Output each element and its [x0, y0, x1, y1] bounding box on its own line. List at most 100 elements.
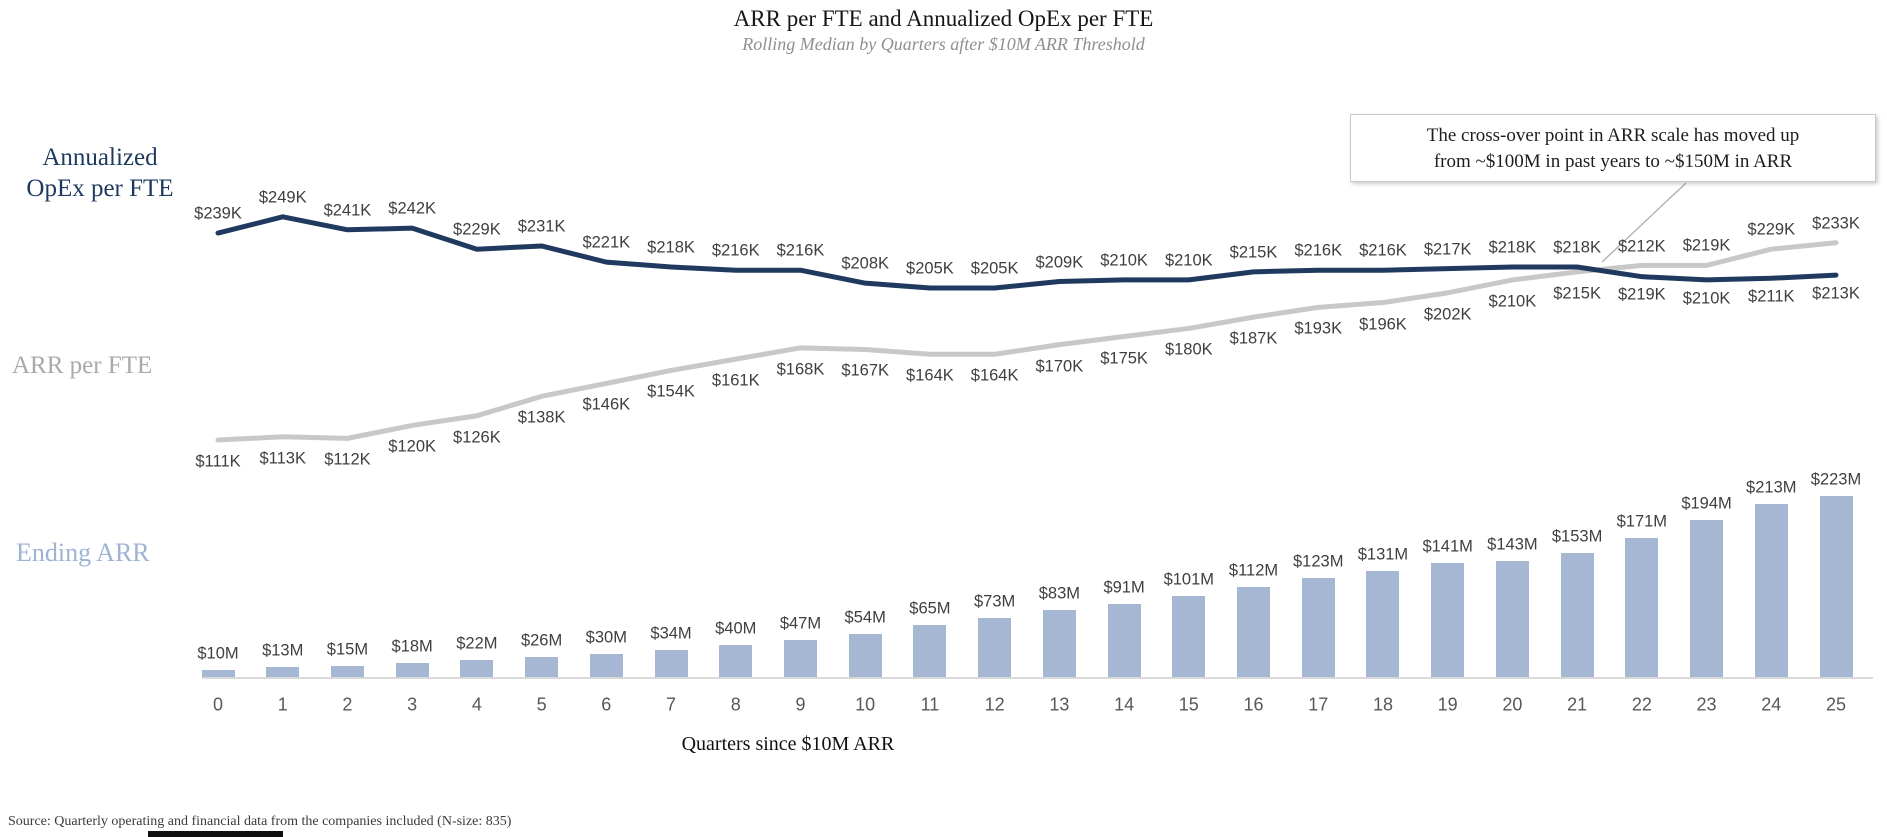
ending-arr-bar	[266, 667, 300, 678]
x-tick-label: 23	[1696, 694, 1717, 715]
opex-data-label: $209K	[1035, 253, 1084, 272]
x-tick-label: 1	[277, 694, 288, 715]
opex-data-label: $242K	[388, 199, 437, 218]
arr-data-label: $229K	[1747, 220, 1796, 239]
ending-arr-bar	[589, 653, 623, 678]
bar-data-label: $54M	[844, 608, 886, 627]
ending-arr-bar	[1301, 577, 1335, 678]
x-tick-label: 5	[536, 694, 547, 715]
chart-subtitle: Rolling Median by Quarters after $10M AR…	[742, 34, 1145, 54]
ending-arr-bar	[1754, 504, 1788, 678]
arr-data-label: $219K	[1682, 236, 1731, 255]
arr-data-label: $196K	[1359, 315, 1407, 334]
ending-arr-bar	[913, 624, 947, 678]
x-axis-title: Quarters since $10M ARR	[681, 733, 895, 755]
arr-data-label: $170K	[1035, 357, 1084, 376]
arr-data-label: $154K	[647, 382, 695, 401]
arr-data-label: $120K	[388, 437, 437, 456]
arr-data-label: $193K	[1294, 319, 1343, 338]
ending-arr-bar	[848, 633, 882, 678]
ending-arr-bar	[1690, 519, 1724, 678]
opex-data-label: $249K	[258, 188, 307, 207]
arr-data-label: $167K	[841, 361, 890, 380]
bar-data-label: $40M	[715, 619, 757, 638]
opex-data-label: $239K	[194, 204, 242, 223]
source-note: Source: Quarterly operating and financia…	[8, 814, 512, 829]
ending-arr-bar	[1237, 586, 1271, 678]
arr-data-label: $164K	[970, 366, 1019, 385]
bar-data-label: $213M	[1746, 478, 1797, 497]
series-label-ending-arr: Ending ARR	[16, 538, 150, 567]
opex-data-label: $205K	[970, 259, 1019, 278]
ending-arr-bar	[395, 663, 429, 678]
arr-data-label: $233K	[1812, 214, 1860, 233]
arr-data-label: $138K	[517, 408, 566, 427]
x-tick-label: 9	[795, 694, 806, 715]
x-tick-label: 25	[1825, 694, 1847, 715]
x-tick-label: 4	[471, 694, 482, 715]
bar-data-label: $47M	[779, 614, 822, 633]
arr-data-label: $164K	[906, 366, 954, 385]
opex-data-label: $218K	[1553, 238, 1601, 257]
opex-data-label: $216K	[1359, 241, 1407, 260]
ending-arr-bar	[1366, 571, 1400, 678]
ending-arr-bar	[525, 656, 559, 678]
annotation-text-line1: The cross-over point in ARR scale has mo…	[1426, 125, 1800, 146]
bar-data-label: $171M	[1616, 512, 1668, 531]
x-tick-label: 20	[1502, 694, 1523, 715]
bottom-edge-artifact	[148, 831, 283, 837]
x-tick-label: 10	[855, 694, 876, 715]
arr-data-label: $112K	[324, 450, 371, 469]
x-tick-label: 17	[1308, 694, 1329, 715]
bar-data-label: $65M	[909, 599, 951, 618]
annotation-leader-line	[1601, 182, 1687, 263]
arr-data-label: $113K	[259, 449, 306, 468]
bar-data-label: $91M	[1103, 578, 1145, 597]
bar-data-label: $112M	[1228, 561, 1279, 580]
opex-data-label: $216K	[1294, 241, 1343, 260]
opex-data-label: $205K	[906, 259, 954, 278]
bar-data-label: $18M	[391, 637, 433, 656]
opex-data-label: $229K	[453, 220, 501, 239]
opex-data-label: $210K	[1164, 251, 1213, 270]
arr-data-label: $210K	[1488, 292, 1537, 311]
arr-data-label: $161K	[711, 371, 760, 390]
ending-arr-bar	[1560, 553, 1594, 678]
opex-per-fte-line	[215, 214, 1839, 291]
x-axis-line	[203, 677, 1873, 679]
arr-per-fte-line	[215, 240, 1839, 443]
opex-data-label: $208K	[841, 254, 890, 273]
arr-data-label: $126K	[453, 428, 501, 447]
opex-data-label: $218K	[647, 238, 695, 257]
x-tick-label: 24	[1761, 694, 1782, 715]
bar-data-label: $73M	[973, 592, 1016, 611]
opex-data-label: $231K	[517, 217, 566, 236]
ending-arr-bar	[783, 639, 817, 678]
bar-data-label: $143M	[1487, 535, 1538, 554]
x-tick-label: 3	[407, 694, 418, 715]
opex-data-label: $210K	[1682, 289, 1731, 308]
arr-data-label: $180K	[1164, 340, 1213, 359]
annotation-callout: The cross-over point in ARR scale has mo…	[1350, 114, 1876, 182]
x-tick-label: 16	[1243, 694, 1264, 715]
ending-arr-bar	[719, 645, 753, 678]
x-tick-label: 0	[212, 694, 224, 715]
arr-data-label: $111K	[195, 452, 241, 471]
arr-data-label: $146K	[582, 395, 631, 414]
bar-data-label: $101M	[1163, 570, 1215, 589]
opex-data-label: $221K	[582, 233, 631, 252]
x-tick-label: 15	[1178, 694, 1199, 715]
x-tick-label: 2	[342, 694, 353, 715]
bar-data-label: $83M	[1038, 584, 1080, 603]
bar-data-label: $141M	[1422, 537, 1473, 556]
ending-arr-bar	[978, 618, 1012, 678]
arr-data-label: $215K	[1553, 284, 1601, 303]
bar-data-label: $194M	[1681, 494, 1732, 513]
x-tick-label: 19	[1437, 694, 1458, 715]
opex-data-label: $216K	[711, 241, 760, 260]
bar-data-label: $223M	[1810, 470, 1862, 489]
ending-arr-bar	[1431, 562, 1465, 678]
x-tick-label: 11	[920, 694, 940, 715]
